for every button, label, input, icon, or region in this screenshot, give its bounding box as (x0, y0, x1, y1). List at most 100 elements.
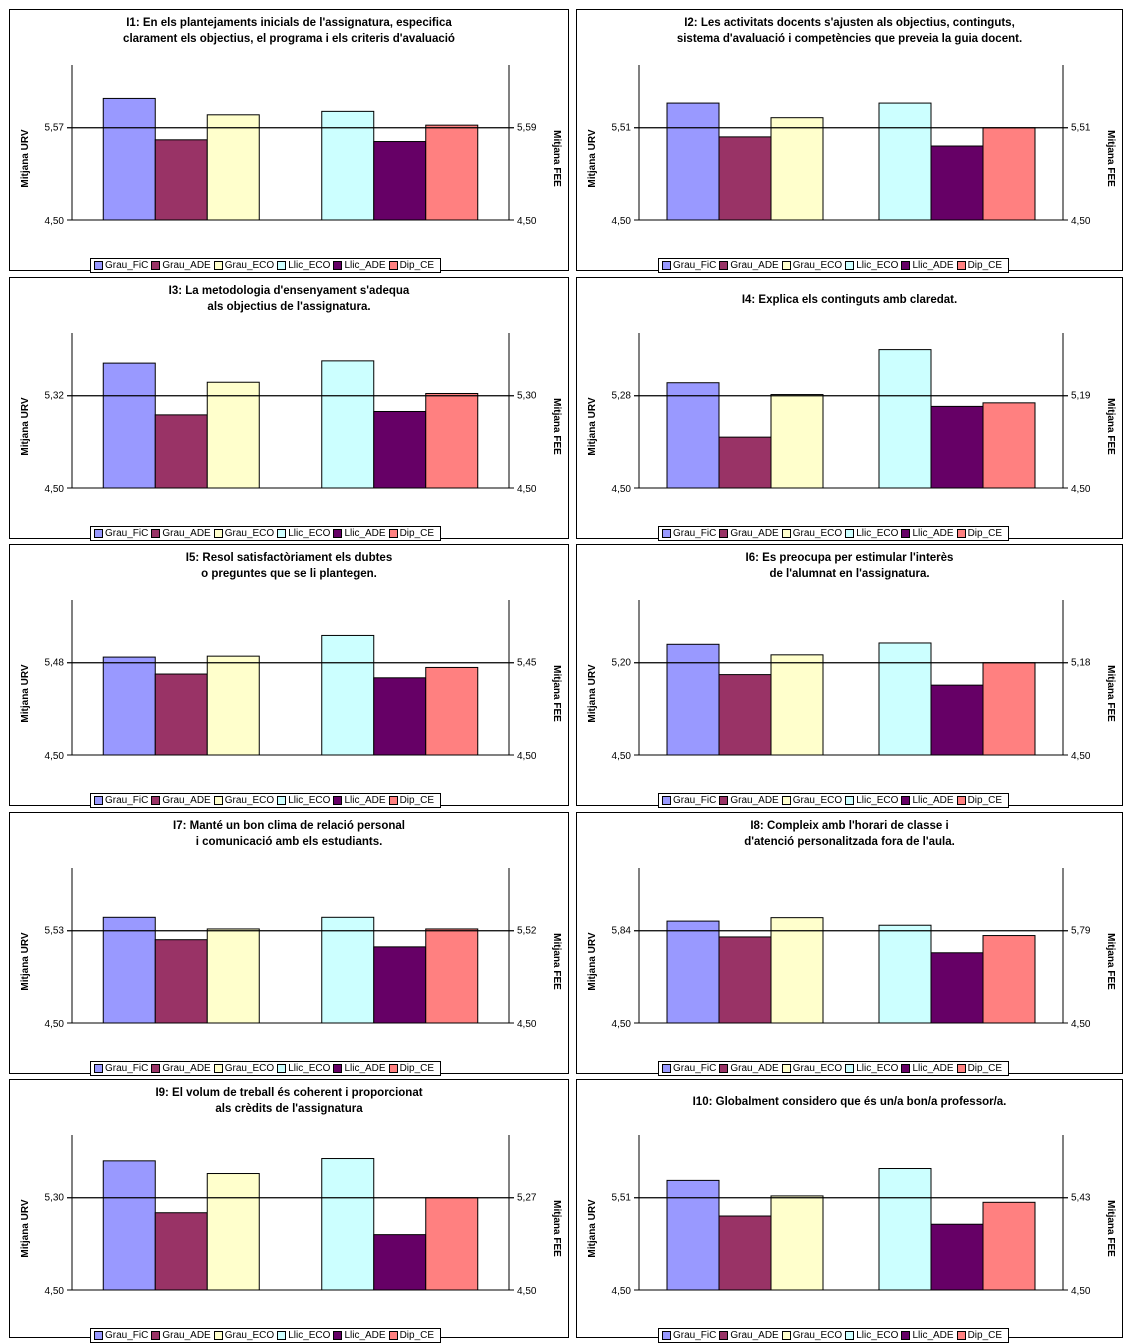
bar-Grau_FiC (666, 1179, 720, 1291)
chart-legend: Grau_FiC Grau_ADE Grau_ECO Llic_ECO Llic_ADE… (658, 1328, 1010, 1343)
bar-Grau_FiC (102, 362, 156, 489)
chart-title-line: I7: Manté un bon clima de relació person… (173, 820, 405, 832)
chart-svg: 5,20 4,50 5,18 4,50 Mitjana URV Mitjana FEE (587, 600, 1116, 762)
y-tick-label-right-min: 4,50 (517, 484, 537, 495)
legend-swatch (388, 261, 398, 270)
legend-item: Llic_ECO (845, 528, 898, 539)
bar-Llic_ADE (373, 1234, 427, 1291)
legend-item: Grau_FiC (94, 260, 148, 271)
y-tick-label-right-min: 4,50 (1071, 1286, 1091, 1297)
y-tick-label-left: 5,30 (45, 1193, 65, 1204)
legend-item: Llic_ADE (333, 1063, 386, 1074)
chart-title-line: d'atenció personalitzada fora de l'aula. (744, 836, 955, 848)
chart-title-line: I4: Explica els continguts amb claredat. (741, 294, 958, 306)
legend-item: Grau_ECO (781, 528, 843, 539)
legend-label: Grau_FiC (673, 1330, 717, 1341)
legend-label: Llic_ECO (856, 1330, 899, 1341)
legend-label: Llic_ECO (288, 1063, 331, 1074)
legend-swatch (662, 1331, 671, 1340)
legend-swatch (277, 796, 287, 805)
chart-svg: 5,48 4,50 5,45 4,50 Mitjana URV Mitjana FEE (20, 600, 562, 762)
y-axis-title-right: Mitjana FEE (1105, 1200, 1116, 1257)
chart-legend: Grau_FiC Grau_ADE Grau_ECO Llic_ECO Llic_ADE… (90, 258, 442, 273)
bar-Grau_ADE (718, 136, 772, 221)
legend-item: Dip_CE (388, 1063, 434, 1074)
bar-Grau_FiC (666, 382, 720, 489)
y-tick-label-left: 5,51 (612, 123, 632, 134)
legend-item: Llic_ADE (901, 1330, 954, 1341)
chart-title-line: I5: Resol satisfactòriament els dubtes (185, 552, 393, 564)
y-tick-label-left-min: 4,50 (45, 1286, 65, 1297)
legend-swatch (719, 796, 729, 805)
bar-Llic_ECO (321, 1158, 375, 1291)
chart-title-line: I6: Es preocupa per estimular l'interès (745, 552, 954, 564)
legend-label: Llic_ADE (912, 795, 954, 806)
legend-label: Grau_FiC (673, 795, 717, 806)
y-tick-label-right: 5,19 (1071, 391, 1091, 402)
legend-swatch (213, 1331, 223, 1340)
y-axis-title-left: Mitjana URV (20, 129, 31, 187)
y-tick-label-right: 5,59 (517, 123, 537, 134)
bar-Grau_ECO (206, 1173, 260, 1291)
legend-item: Grau_FiC (662, 1330, 716, 1341)
bar-Grau_ECO (206, 655, 260, 756)
chart-title-line: sistema d'avaluació i competències que p… (676, 33, 1023, 45)
y-axis-title-left: Mitjana URV (587, 932, 598, 990)
y-tick-label-right: 5,52 (517, 926, 537, 937)
bar-Grau_ADE (718, 674, 772, 756)
bar-Llic_ADE (930, 952, 984, 1024)
y-tick-label-right-min: 4,50 (1071, 484, 1091, 495)
bar-Grau_FiC (102, 97, 156, 221)
legend-item: Llic_ECO (277, 795, 330, 806)
y-axis-title-right: Mitjana FEE (1105, 665, 1116, 722)
y-axis-title-left: Mitjana URV (20, 932, 31, 990)
bar-Dip_CE (982, 935, 1036, 1024)
legend-swatch (901, 1064, 911, 1073)
legend-label: Llic_ECO (288, 260, 331, 271)
legend-label: Dip_CE (967, 528, 1003, 539)
legend-label: Grau_FiC (105, 1330, 149, 1341)
legend-item: Grau_FiC (94, 1330, 148, 1341)
legend-label: Llic_ADE (912, 1330, 954, 1341)
legend-swatch (94, 1331, 103, 1340)
legend-item: Llic_ADE (901, 795, 954, 806)
legend-item: Grau_ADE (151, 528, 211, 539)
chart-title-line: i comunicació amb els estudiants. (195, 836, 383, 848)
bar-Grau_ECO (770, 917, 824, 1024)
legend-label: Llic_ECO (288, 795, 331, 806)
legend-item: Grau_ECO (213, 528, 274, 539)
legend-item: Grau_ADE (719, 1330, 779, 1341)
bar-Llic_ADE (930, 145, 984, 221)
chart-svg: 5,51 4,50 5,43 4,50 Mitjana URV Mitjana FEE (587, 1135, 1116, 1297)
legend-label: Grau_ECO (792, 528, 843, 539)
y-tick-label-left-min: 4,50 (612, 484, 632, 495)
y-axis-title-right: Mitjana FEE (551, 1200, 562, 1257)
legend-label: Llic_ADE (912, 528, 954, 539)
y-axis-title-right: Mitjana FEE (1105, 398, 1116, 455)
chart-svg: 5,53 4,50 5,52 4,50 Mitjana URV Mitjana FEE (20, 868, 562, 1030)
legend-label: Llic_ADE (912, 1063, 954, 1074)
y-tick-label-left-min: 4,50 (612, 1019, 632, 1030)
y-tick-label-left: 5,48 (45, 658, 65, 669)
chart-panel-9: I9: El volum de treball és coherent i pr… (9, 1079, 569, 1343)
y-tick-label-left: 5,57 (45, 123, 65, 134)
legend-swatch (662, 261, 671, 270)
legend-swatch (151, 1331, 161, 1340)
y-tick-label-right-min: 4,50 (517, 216, 537, 227)
legend-item: Llic_ECO (845, 795, 898, 806)
legend-swatch (662, 1064, 671, 1073)
y-tick-label-left: 5,28 (612, 391, 632, 402)
chart-panel-5: I5: Resol satisfactòriament els dubtes o … (9, 544, 569, 808)
legend-item: Grau_ECO (213, 1330, 274, 1341)
y-axis-title-left: Mitjana URV (587, 397, 598, 455)
legend-item: Dip_CE (388, 795, 434, 806)
y-tick-label-left: 5,32 (45, 391, 65, 402)
legend-swatch (781, 796, 791, 805)
legend-item: Llic_ADE (333, 795, 386, 806)
legend-swatch (94, 261, 103, 270)
legend-swatch (94, 529, 103, 538)
legend-label: Grau_ADE (162, 260, 211, 271)
legend-swatch (213, 796, 223, 805)
legend-label: Grau_ADE (730, 260, 779, 271)
legend-label: Grau_FiC (673, 260, 717, 271)
